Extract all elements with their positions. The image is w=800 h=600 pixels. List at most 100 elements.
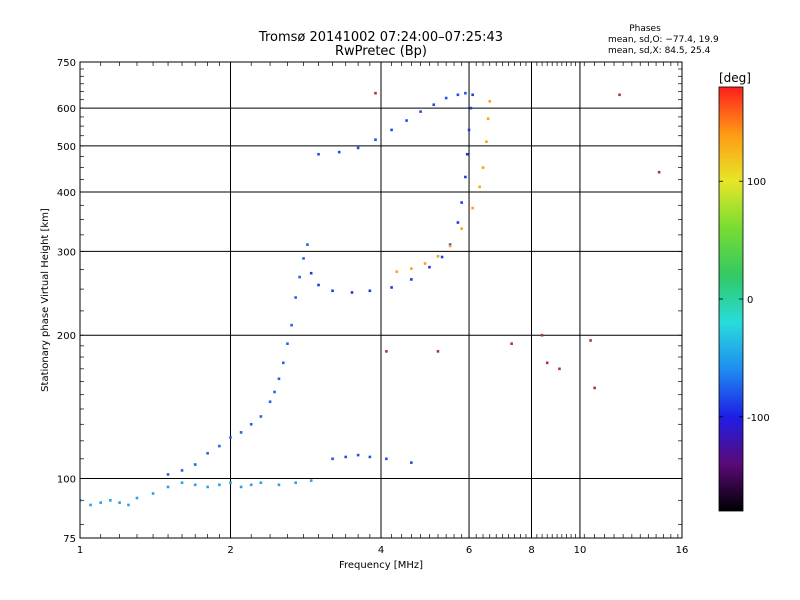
series-scattered-noise — [374, 91, 661, 390]
data-point — [218, 483, 221, 487]
data-point — [239, 431, 243, 434]
data-point — [467, 128, 471, 132]
data-point — [618, 93, 621, 97]
series-F2-X-mode — [395, 100, 492, 273]
y-tick-label: 400 — [57, 188, 76, 199]
series-low-E-layer — [80, 479, 313, 507]
data-point — [268, 400, 272, 404]
data-point — [206, 451, 209, 455]
data-point — [344, 455, 348, 459]
chart-title: Tromsø 20141002 07:24:00–07:25:43 — [258, 30, 503, 45]
series-F2-O-mode — [309, 93, 474, 294]
data-point — [229, 481, 232, 485]
data-point — [486, 117, 490, 121]
data-point — [540, 333, 544, 337]
data-point — [368, 289, 372, 293]
data-point — [423, 262, 427, 265]
data-point — [127, 503, 130, 507]
data-point — [89, 503, 92, 507]
data-point — [478, 185, 481, 189]
x-tick-label: 1 — [77, 545, 83, 556]
data-point — [180, 469, 184, 472]
data-point — [249, 422, 253, 426]
x-axis-label: Frequency [MHz] — [339, 560, 423, 571]
y-tick-label: 750 — [57, 58, 76, 69]
data-point — [218, 444, 221, 448]
y-tick-label: 75 — [63, 534, 76, 545]
colorbar-tick-label: 100 — [747, 177, 766, 188]
data-point — [350, 291, 354, 294]
data-point — [356, 453, 360, 457]
data-point — [294, 481, 297, 485]
data-point — [368, 455, 372, 459]
data-point — [440, 255, 444, 259]
data-point — [317, 283, 320, 287]
data-point — [135, 496, 139, 500]
data-point — [306, 243, 309, 246]
y-axis-label: Stationary phase Virtual Height [km] — [40, 208, 51, 392]
data-point — [485, 140, 488, 144]
data-point — [410, 267, 413, 270]
y-tick-label: 100 — [57, 475, 76, 486]
data-point — [99, 501, 102, 504]
series-F1-rising-branch — [166, 243, 309, 476]
chart-subtitle: RwPretec (Bp) — [335, 44, 427, 59]
data-point — [444, 96, 448, 100]
data-point — [456, 93, 460, 97]
data-point — [385, 457, 388, 461]
data-point — [166, 485, 170, 489]
data-point — [465, 152, 469, 156]
data-point — [309, 271, 313, 275]
data-point — [410, 278, 413, 281]
data-point — [118, 501, 121, 504]
data-point — [309, 479, 313, 482]
data-point — [481, 166, 485, 169]
colorbar-tick-label: -100 — [747, 413, 770, 424]
data-point — [151, 492, 155, 495]
y-tick-labels: 75 100 200 300 400 500 600 750 — [57, 58, 76, 545]
data-point — [281, 361, 285, 365]
data-point — [460, 227, 463, 230]
x-tick-label: 8 — [528, 545, 534, 556]
data-point — [249, 483, 253, 487]
data-point — [405, 119, 408, 122]
x-tick-label: 16 — [676, 545, 689, 556]
data-point — [239, 485, 243, 489]
legend-line-o: mean, sd,O: −77.4, 19.9 — [608, 35, 719, 45]
data-point — [290, 323, 293, 327]
data-point — [109, 499, 112, 502]
data-point — [317, 152, 320, 156]
data-point — [166, 473, 170, 476]
points-layer — [80, 91, 661, 507]
data-point — [277, 377, 281, 381]
y-tick-label: 600 — [57, 104, 76, 115]
data-point — [302, 257, 305, 260]
colorbar-ticks: 100 0 -100 — [719, 177, 770, 424]
data-point — [410, 461, 413, 464]
x-tick-labels: 1 2 4 6 8 10 16 — [77, 545, 689, 556]
data-point — [259, 415, 263, 418]
minor-ticks — [80, 62, 682, 538]
data-point — [206, 485, 209, 489]
data-point — [286, 342, 289, 345]
data-point — [469, 106, 473, 110]
x-tick-label: 4 — [378, 545, 384, 556]
data-point — [488, 100, 492, 103]
data-point — [331, 457, 334, 461]
data-point — [510, 342, 513, 345]
data-point — [180, 481, 184, 485]
x-tick-label: 10 — [574, 545, 587, 556]
data-point — [193, 463, 197, 466]
series-upper-branch — [317, 91, 467, 156]
data-point — [273, 390, 276, 394]
data-point — [277, 483, 281, 487]
data-point — [448, 244, 452, 248]
data-point — [436, 255, 440, 258]
legend-title: Phases — [629, 24, 661, 34]
data-point — [471, 93, 474, 97]
series-sporadic-E — [331, 453, 413, 464]
data-point — [558, 367, 561, 371]
data-point — [589, 339, 592, 342]
data-point — [448, 243, 452, 246]
data-point — [464, 91, 467, 95]
